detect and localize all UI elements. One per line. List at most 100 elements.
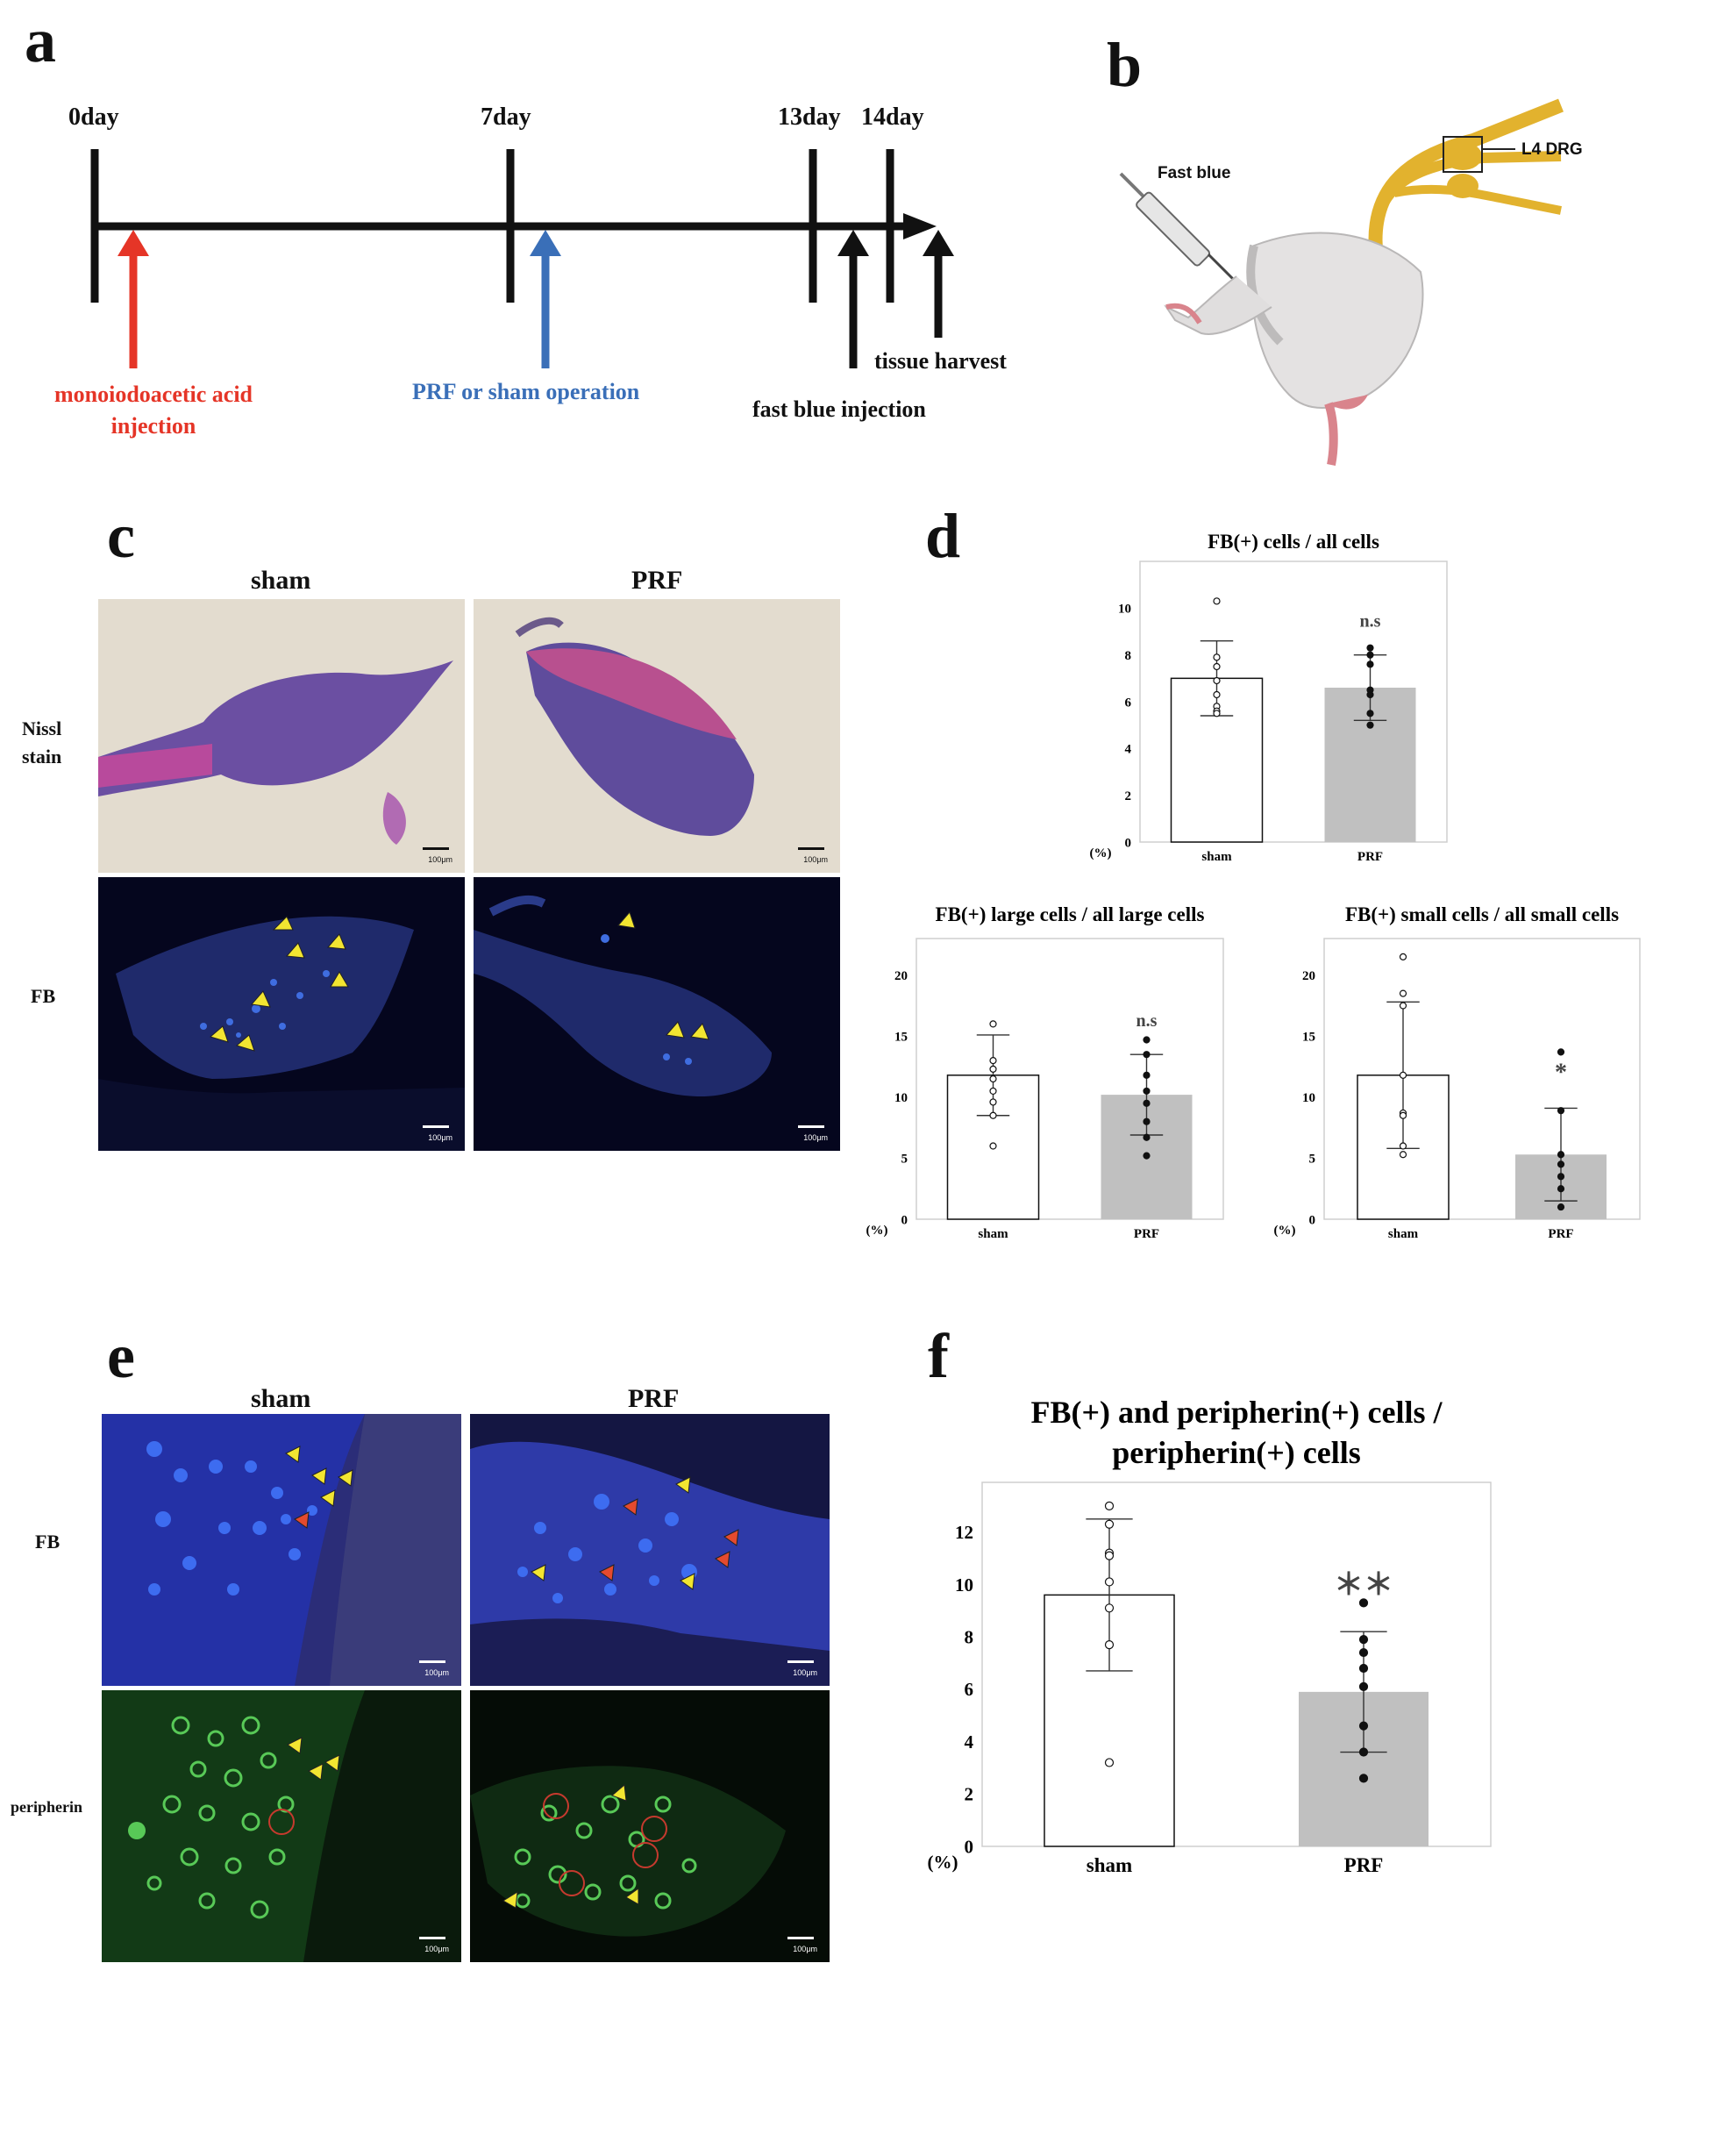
panel-label-d: d	[925, 501, 961, 571]
y-tick-label: 10	[1118, 603, 1131, 617]
e-fb-sham-image: 100μm	[102, 1414, 461, 1686]
y-tick-label: 2	[1125, 789, 1132, 803]
syringe-illustration	[1119, 172, 1238, 284]
y-tick-label: 6	[965, 1679, 974, 1700]
data-point	[989, 1065, 997, 1073]
drg-illustration	[1368, 98, 1564, 261]
data-point	[989, 1142, 997, 1150]
data-point	[1399, 1002, 1407, 1010]
mia-arrowhead	[118, 230, 149, 256]
category-label: sham	[1201, 850, 1232, 864]
panel-c-col-sham: sham	[251, 566, 311, 595]
panel-label-e: e	[107, 1321, 135, 1391]
nissl-prf-image: 100μm	[474, 599, 840, 873]
panel-e-row-peripherin: peripherin	[11, 1798, 83, 1816]
category-label: PRF	[1548, 1227, 1573, 1241]
y-tick-label: 0	[965, 1836, 974, 1857]
category-label: sham	[1087, 1854, 1132, 1876]
day-label-7: 7day	[481, 104, 531, 131]
plot-frame	[1323, 938, 1641, 1220]
data-point	[1358, 1663, 1369, 1674]
data-point	[1143, 1036, 1151, 1044]
data-point	[1213, 710, 1221, 717]
y-tick-label: 0	[1125, 836, 1132, 850]
data-point	[989, 1087, 997, 1096]
panel-label-b: b	[1107, 30, 1143, 100]
e-fb-prf-image: 100μm	[470, 1414, 830, 1686]
data-point	[1104, 1551, 1115, 1560]
data-point	[1366, 660, 1374, 668]
data-point	[1366, 690, 1374, 699]
y-axis-label: (%)	[1274, 1224, 1296, 1238]
panel-label-c: c	[107, 501, 135, 571]
data-point	[1213, 653, 1221, 661]
rat-illustration	[1164, 232, 1424, 466]
drg-highlight-box	[1443, 136, 1483, 173]
data-point	[1143, 1133, 1151, 1141]
data-point	[1557, 1160, 1565, 1168]
data-point	[1143, 1071, 1151, 1079]
category-label: sham	[1388, 1227, 1419, 1241]
injection-schematic	[1119, 98, 1564, 466]
data-point	[1366, 721, 1374, 729]
y-axis-label: (%)	[928, 1852, 958, 1873]
data-point	[1399, 1151, 1407, 1159]
data-point	[989, 1098, 997, 1106]
category-label: sham	[978, 1227, 1008, 1241]
prf-label: PRF or sham operation	[412, 379, 640, 404]
plot-frame	[916, 938, 1224, 1220]
data-point	[1143, 1051, 1151, 1059]
data-point	[1213, 662, 1221, 671]
data-point	[1399, 1142, 1407, 1150]
data-point	[1213, 690, 1221, 699]
plot-frame	[981, 1481, 1492, 1847]
y-tick-label: 15	[894, 1031, 908, 1045]
panel-c-col-prf: PRF	[631, 566, 683, 595]
y-tick-label: 20	[894, 969, 908, 983]
plot-frame	[1139, 560, 1448, 843]
chart-fb-peripherin-cells: FB(+) and peripherin(+) cells / peripheri…	[928, 1395, 1492, 1876]
data-point	[989, 1057, 997, 1065]
panel-c-row-nissl: Nissl stain	[22, 717, 62, 767]
significance-label: n.s	[1360, 612, 1381, 632]
chart-fb-all-cells: FB(+) cells / all cells 0 2 4 6 8 10 (%) sham n.s…	[1090, 531, 1448, 864]
y-tick-label: 4	[965, 1731, 974, 1753]
y-tick-label: 2	[965, 1784, 974, 1805]
data-point	[989, 1074, 997, 1083]
data-point	[1557, 1151, 1565, 1159]
data-point	[1104, 1758, 1115, 1767]
fb-sham-image: 100μm	[98, 877, 465, 1151]
red-circle-marker	[268, 1809, 295, 1835]
y-tick-label: 0	[901, 1213, 908, 1227]
data-point	[1557, 1185, 1565, 1193]
data-point	[1213, 597, 1221, 605]
significance-label: *	[1555, 1059, 1567, 1086]
data-point	[1358, 1598, 1369, 1608]
data-point	[1358, 1635, 1369, 1645]
chart-title: FB(+) cells / all cells	[1208, 531, 1379, 553]
data-point	[1358, 1747, 1369, 1757]
fastblue-arrowhead	[837, 230, 869, 256]
mia-label: monoiodoacetic acid injection	[53, 382, 253, 439]
y-tick-label: 10	[894, 1091, 908, 1105]
panel-c-row-fb: FB	[31, 985, 56, 1007]
data-point	[1104, 1577, 1115, 1587]
prf-arrowhead	[530, 230, 561, 256]
data-point	[1366, 651, 1374, 659]
chart-title: peripherin(+) cells	[1112, 1435, 1360, 1470]
e-peripherin-prf-image: 100μm	[470, 1690, 830, 1962]
y-tick-label: 15	[1302, 1031, 1315, 1045]
significance-label: ＊＊	[1334, 1569, 1393, 1602]
e-peripherin-sham-image: 100μm	[102, 1690, 461, 1962]
data-point	[1557, 1203, 1565, 1211]
y-tick-label: 5	[1309, 1153, 1316, 1167]
y-tick-label: 8	[1125, 649, 1132, 663]
nissl-sham-image: 100μm	[98, 599, 465, 873]
data-point	[1557, 1107, 1565, 1115]
day-label-0: 0day	[68, 104, 119, 131]
y-tick-label: 4	[1125, 743, 1132, 757]
y-tick-label: 8	[965, 1627, 974, 1648]
data-point	[1213, 676, 1221, 685]
chart-title: FB(+) large cells / all large cells	[936, 903, 1205, 925]
data-point	[1399, 1111, 1407, 1119]
